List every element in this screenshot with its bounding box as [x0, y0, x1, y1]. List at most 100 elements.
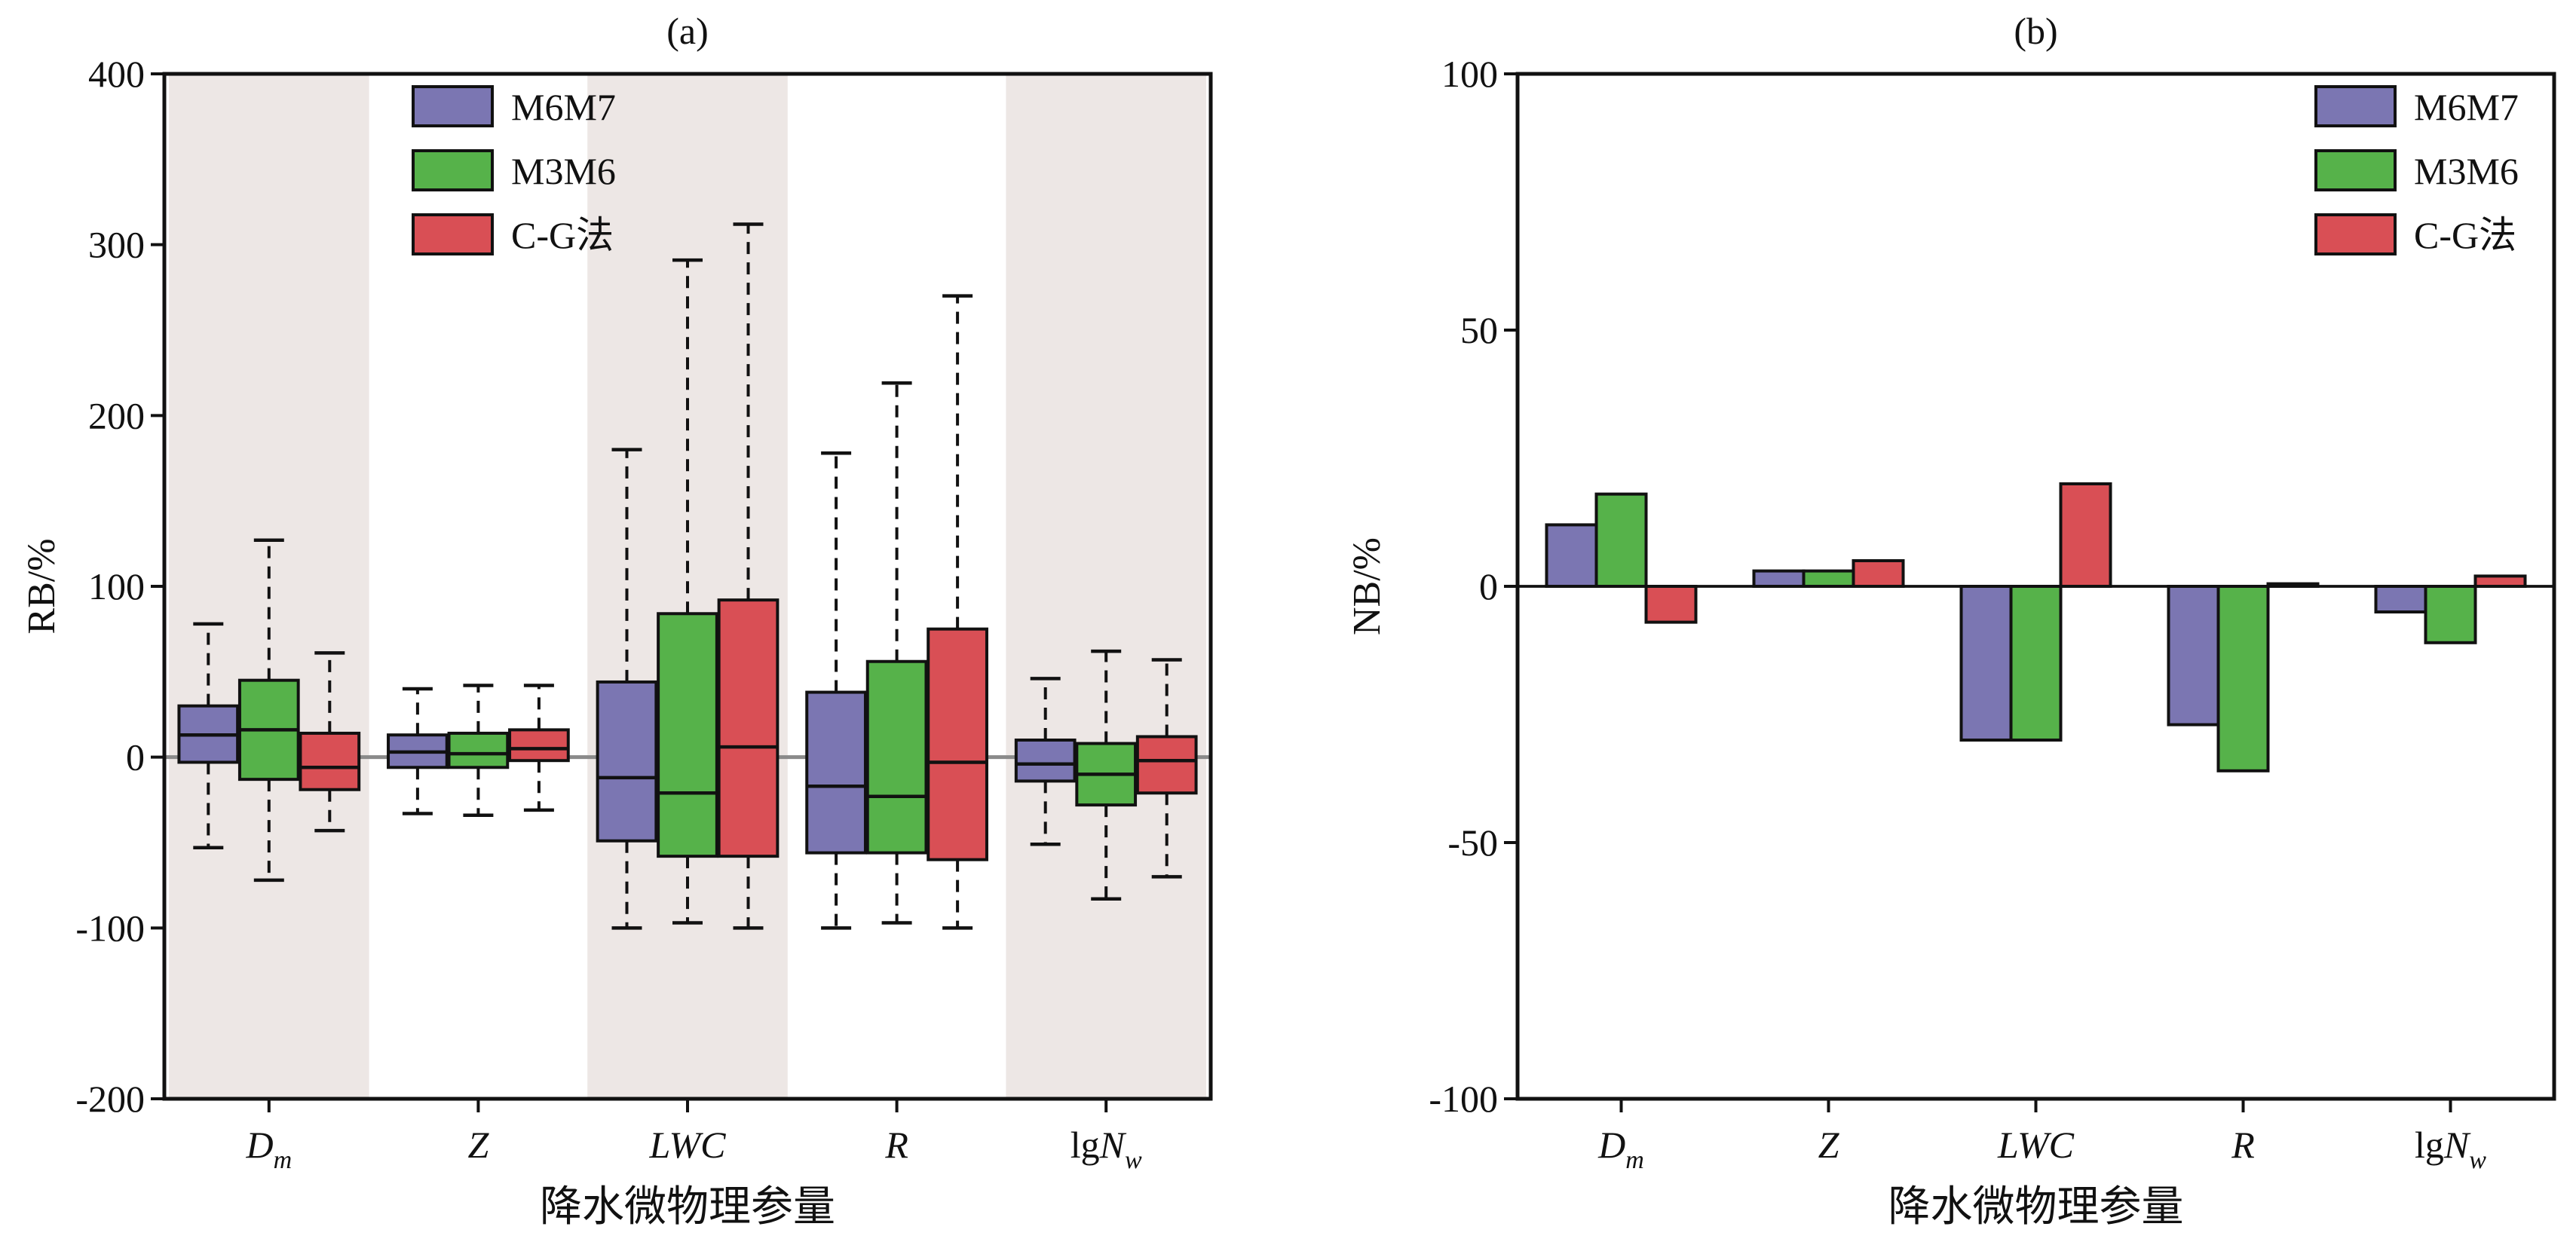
x-tick-base: LWC: [649, 1124, 727, 1166]
x-tick-subscript: w: [1125, 1146, 1142, 1174]
x-tick-base: D: [245, 1124, 273, 1166]
panel-title: (a): [666, 10, 709, 52]
y-tick-label: 400: [88, 53, 145, 95]
legend-label: C-G法: [2414, 214, 2516, 256]
legend: M6M7 M3M6 C-G法: [2314, 85, 2519, 256]
legend-swatch: [2314, 85, 2397, 127]
x-tick-subscript: m: [1625, 1146, 1644, 1174]
legend-label: M3M6: [511, 150, 616, 192]
box-M3M6-1: [447, 684, 510, 817]
x-tick-base: D: [1597, 1124, 1625, 1166]
bar-C-G法-4: [2473, 574, 2527, 589]
y-tick-label: 300: [88, 224, 145, 266]
box-C-G法-4: [1135, 658, 1198, 879]
x-tick-base: R: [2231, 1124, 2255, 1166]
y-axis-label: NB/%: [1346, 537, 1389, 635]
y-tick-label: 100: [88, 565, 145, 607]
bar-C-G法-1: [1852, 559, 1905, 588]
box-body: [299, 731, 361, 791]
bar-M6M7-0: [1545, 523, 1598, 589]
box-M6M7-4: [1014, 677, 1077, 846]
y-tick-label: -100: [75, 907, 145, 949]
x-tick-label-3: R: [884, 1124, 908, 1166]
box-M3M6-4: [1075, 649, 1138, 901]
box-body: [927, 627, 988, 861]
x-tick-label-4: lgNw: [2415, 1124, 2486, 1174]
x-tick-label-0: Dm: [1597, 1124, 1644, 1174]
x-tick-base: Z: [1818, 1124, 1840, 1166]
y-tick-label: 200: [88, 394, 145, 436]
bar-M6M7-1: [1752, 569, 1806, 588]
y-axis-label: RB/%: [20, 538, 63, 634]
x-tick-label-2: LWC: [649, 1124, 727, 1166]
x-tick-label-1: Z: [467, 1124, 489, 1166]
x-tick-base: N: [2443, 1124, 2471, 1166]
box-body: [508, 728, 570, 763]
box-body: [805, 690, 867, 855]
box-body: [1014, 739, 1077, 783]
bar-M3M6-1: [1802, 569, 1855, 588]
bar-M3M6-2: [2009, 585, 2063, 742]
x-tick-label-2: LWC: [1997, 1124, 2075, 1166]
category-band: [1006, 75, 1206, 1097]
y-tick-label: 0: [1479, 565, 1498, 607]
x-tick-label-3: R: [2231, 1124, 2255, 1166]
box-M6M7-3: [805, 451, 867, 930]
box-M3M6-3: [865, 381, 928, 925]
legend-label: M6M7: [2414, 86, 2519, 128]
bar-C-G法-0: [1644, 585, 1698, 624]
legend: M6M7 M3M6 C-G法: [412, 85, 616, 256]
x-tick-base: LWC: [1997, 1124, 2075, 1166]
box-body: [596, 680, 658, 843]
bar-M3M6-0: [1594, 492, 1648, 588]
y-tick-label: 50: [1460, 309, 1498, 351]
legend-label: C-G法: [511, 214, 614, 256]
box-M6M7-2: [596, 448, 658, 930]
box-C-G法-1: [508, 684, 570, 812]
box-body: [1135, 735, 1198, 795]
x-tick-subscript: m: [274, 1146, 293, 1174]
y-tick-label: -100: [1429, 1078, 1498, 1120]
panel-title: (b): [2014, 10, 2057, 52]
bar-M3M6-4: [2424, 585, 2477, 644]
box-C-G法-3: [927, 294, 988, 930]
box-M6M7-1: [387, 687, 449, 815]
x-tick-base: N: [1099, 1124, 1127, 1166]
x-tick-base: R: [884, 1124, 908, 1166]
legend-label: M3M6: [2414, 150, 2519, 192]
legend-label: M6M7: [511, 86, 616, 128]
box-M3M6-2: [657, 258, 718, 925]
legend-swatch: [412, 85, 494, 127]
x-tick-label-0: Dm: [245, 1124, 292, 1174]
x-axis-label: 降水微物理参量: [1888, 1184, 2184, 1231]
box-body: [447, 731, 510, 769]
y-tick-label: 0: [126, 736, 145, 779]
box-C-G法-2: [717, 222, 780, 930]
bar-C-G法-2: [2059, 482, 2112, 588]
bar-M6M7-3: [2167, 585, 2220, 727]
x-tick-base: Z: [467, 1124, 489, 1166]
y-tick-label: 100: [1441, 53, 1498, 95]
box-body: [865, 659, 928, 855]
y-tick-label: -200: [75, 1078, 145, 1120]
bar-M6M7-2: [1959, 585, 2013, 742]
x-tick-subscript: w: [2469, 1146, 2486, 1174]
box-body: [657, 612, 718, 858]
bar-M3M6-3: [2216, 585, 2270, 772]
x-tick-label-1: Z: [1818, 1124, 1840, 1166]
legend-swatch: [412, 213, 494, 255]
x-axis-label: 降水微物理参量: [540, 1184, 835, 1231]
box-body: [717, 598, 780, 858]
legend-swatch: [2314, 149, 2397, 191]
legend-swatch: [2314, 213, 2397, 255]
x-tick-prefix: lg: [1071, 1124, 1100, 1166]
bar-M6M7-4: [2374, 585, 2427, 613]
category-band: [169, 75, 369, 1097]
box-C-G法-0: [299, 651, 361, 833]
y-tick-label: -50: [1447, 821, 1498, 864]
box-M6M7-0: [177, 622, 240, 850]
x-tick-label-4: lgNw: [1071, 1124, 1142, 1174]
